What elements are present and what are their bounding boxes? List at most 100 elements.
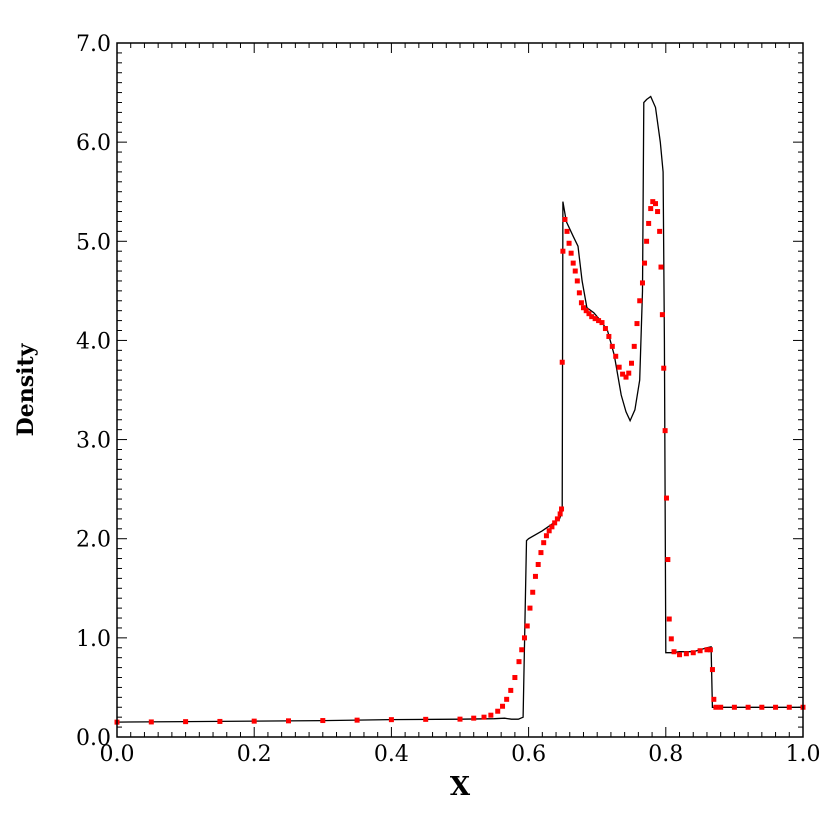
data-point (659, 312, 665, 318)
x-tick-label: 0.2 (237, 742, 272, 767)
plot-frame (116, 42, 804, 738)
data-point (609, 343, 615, 349)
data-point (535, 561, 541, 567)
data-point (599, 320, 605, 326)
data-point (532, 573, 538, 579)
data-point (623, 374, 629, 380)
data-point (546, 528, 552, 534)
data-point (504, 696, 510, 702)
data-point (183, 719, 189, 725)
data-point (148, 719, 154, 725)
data-point (388, 717, 394, 723)
data-point (566, 240, 572, 246)
data-point (568, 250, 574, 256)
data-point (606, 333, 612, 339)
data-point (661, 365, 667, 371)
data-point (552, 520, 558, 526)
data-point (629, 360, 634, 366)
x-tick-label: 0.6 (511, 742, 546, 767)
data-point (583, 308, 589, 314)
y-tick-label: 1.0 (76, 627, 111, 652)
y-tick-label: 2.0 (76, 528, 111, 553)
data-point (697, 648, 703, 654)
data-point (662, 428, 668, 434)
data-point (559, 506, 565, 512)
data-point (602, 326, 608, 332)
data-point (559, 359, 565, 365)
data-point (570, 260, 576, 266)
data-point (644, 238, 650, 244)
data-point (668, 636, 674, 642)
exact-solution-line (116, 95, 803, 723)
data-point (731, 704, 737, 710)
data-point (704, 647, 710, 653)
data-point (251, 718, 257, 724)
data-point (648, 206, 654, 212)
data-point (549, 524, 555, 530)
data-point (620, 371, 626, 377)
data-point (639, 280, 645, 286)
data-point (457, 716, 463, 722)
tick-labels: 0.0 0.2 0.4 0.6 0.8 1.0 0.0 1.0 2.0 3.0 4.0 5.0 6.0 7… (76, 32, 821, 767)
x-tick-label: 0.0 (100, 742, 135, 767)
data-point (578, 300, 584, 306)
data-point (538, 550, 544, 556)
data-point (217, 718, 223, 724)
data-point (574, 278, 580, 284)
data-point (646, 220, 652, 226)
x-axis-label: X (450, 772, 471, 802)
data-point (524, 623, 530, 629)
data-point (655, 209, 661, 215)
data-point (626, 370, 632, 376)
y-tick-label: 5.0 (76, 230, 111, 255)
data-point (471, 715, 477, 721)
data-point (500, 703, 506, 709)
data-point (707, 647, 713, 653)
data-point (709, 667, 715, 673)
data-point (616, 364, 622, 370)
data-point (564, 228, 570, 234)
x-tick-label: 1.0 (786, 742, 821, 767)
data-point (631, 343, 637, 349)
data-point (554, 516, 560, 522)
data-point (481, 714, 487, 720)
data-point (711, 696, 717, 702)
data-point (423, 716, 429, 722)
data-point (589, 314, 595, 320)
data-point (320, 718, 326, 724)
data-point (786, 704, 792, 710)
data-point (642, 260, 648, 266)
y-tick-label: 3.0 (76, 429, 111, 454)
data-point (773, 704, 779, 710)
data-point (516, 659, 522, 665)
data-point (634, 321, 640, 327)
data-point (677, 652, 683, 658)
y-tick-label: 6.0 (76, 131, 111, 156)
numerical-solution-markers (114, 199, 806, 725)
data-point (527, 605, 533, 611)
data-point (653, 201, 659, 207)
x-tick-label: 0.4 (374, 742, 409, 767)
y-tick-label: 0.0 (76, 726, 111, 751)
x-tick-label: 0.8 (648, 742, 683, 767)
data-point (658, 264, 664, 270)
y-tick-label: 4.0 (76, 329, 111, 354)
data-point (576, 290, 582, 296)
data-point (745, 704, 751, 710)
data-point (657, 228, 663, 234)
axis-ticks (116, 42, 804, 738)
data-point (488, 712, 494, 718)
data-point (580, 305, 586, 311)
data-point (666, 616, 672, 622)
data-point (519, 647, 525, 653)
data-point (557, 511, 563, 517)
data-point (613, 353, 619, 359)
data-point (541, 540, 547, 546)
data-point (543, 533, 549, 539)
data-point (508, 687, 514, 693)
data-point (683, 651, 689, 657)
y-tick-label: 7.0 (76, 32, 111, 57)
data-point (354, 717, 360, 723)
data-point (512, 675, 518, 681)
